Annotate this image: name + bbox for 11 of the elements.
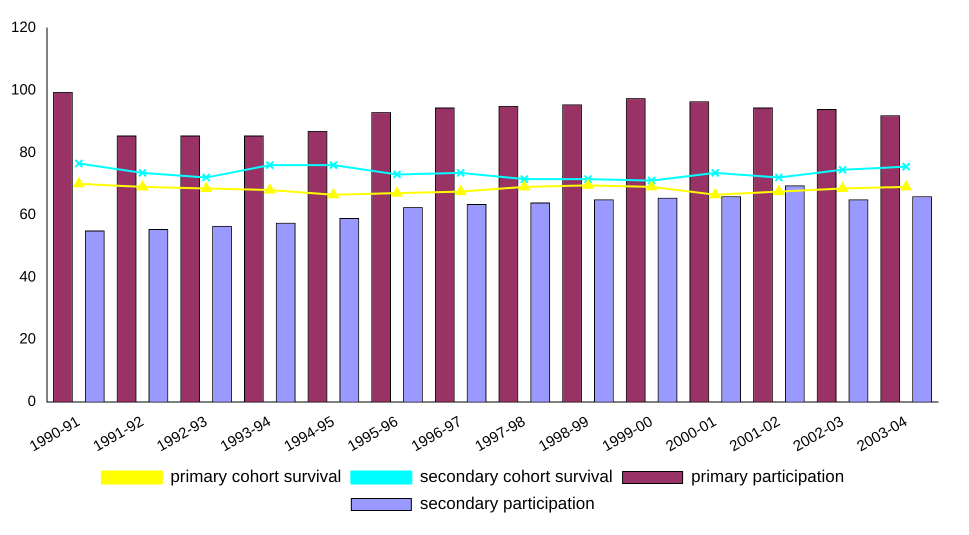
y-tick-label: 60 — [19, 206, 36, 224]
y-tick-label: 80 — [19, 144, 36, 161]
y-tick-label: 100 — [10, 81, 36, 98]
y-tick-label: 20 — [19, 330, 36, 348]
y-tick-label: 120 — [10, 19, 36, 36]
y-tick-label: 0 — [28, 393, 36, 410]
y-tick-label: 40 — [19, 268, 36, 286]
legend-label: secondary participation — [420, 494, 595, 514]
legend-label: primary cohort survival — [170, 467, 342, 486]
legend-label: secondary cohort survival — [420, 467, 613, 486]
legend-label: primary participation — [691, 467, 844, 486]
